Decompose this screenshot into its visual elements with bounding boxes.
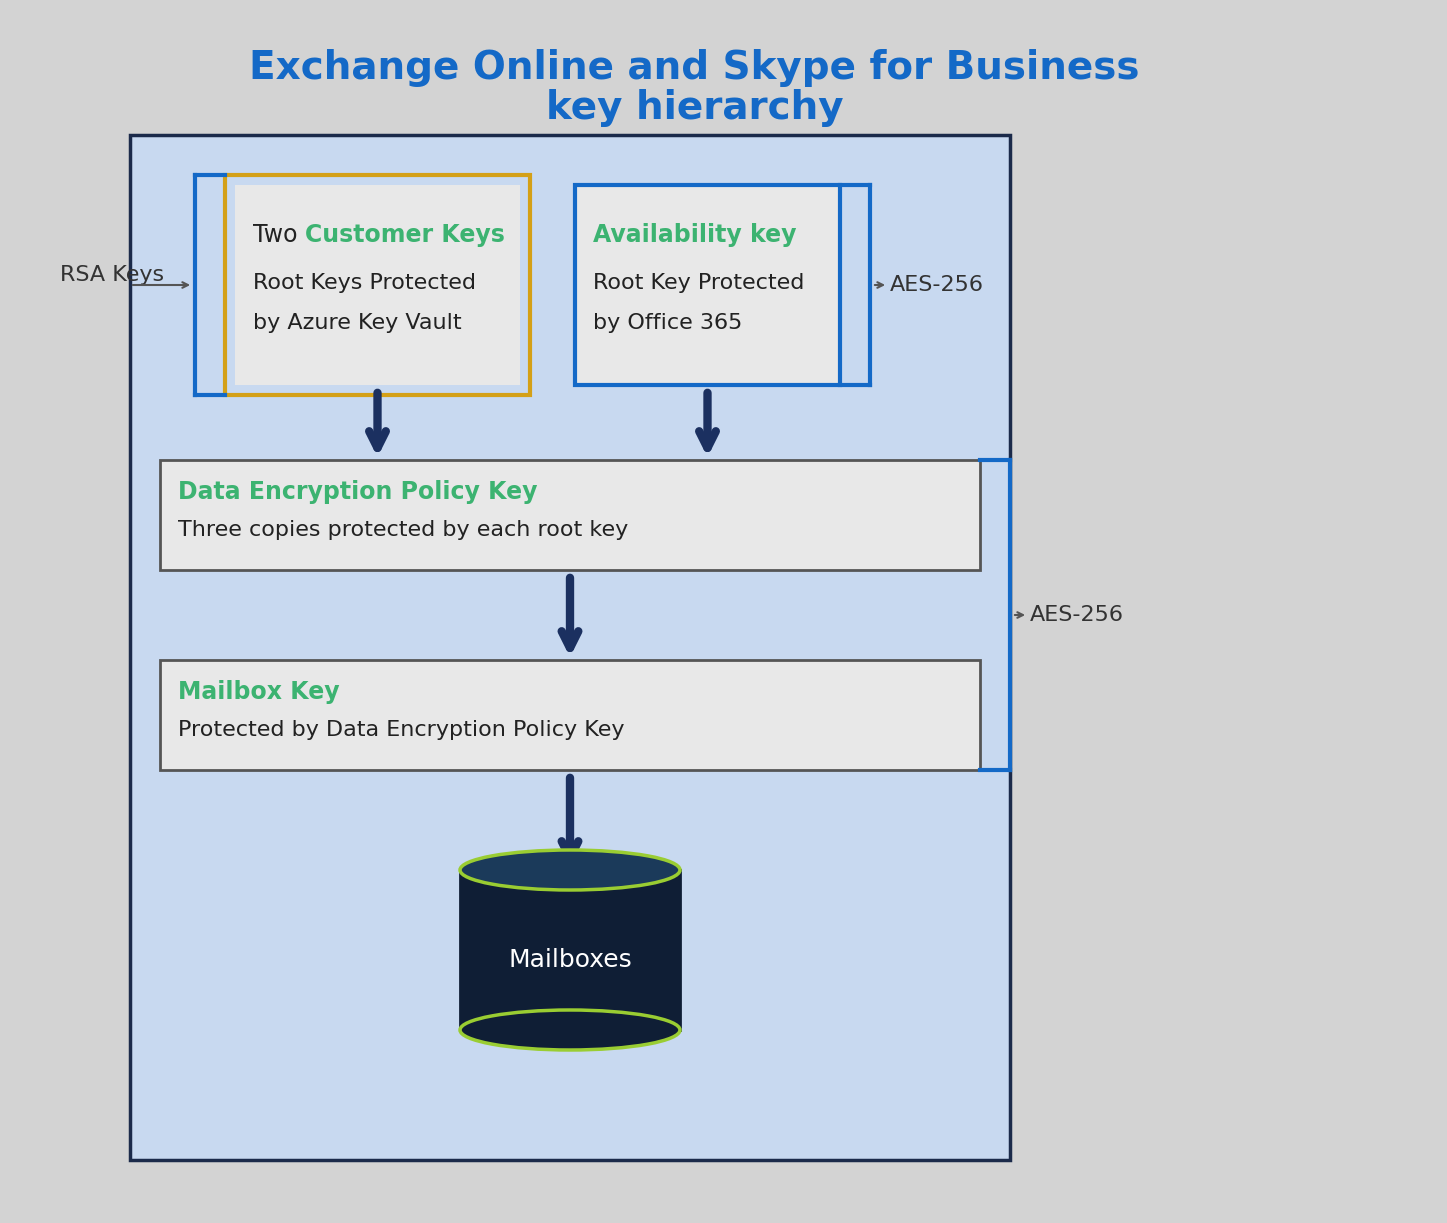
Text: RSA Keys: RSA Keys bbox=[59, 265, 164, 285]
Text: Protected by Data Encryption Policy Key: Protected by Data Encryption Policy Key bbox=[178, 720, 625, 740]
Text: Mailboxes: Mailboxes bbox=[508, 948, 632, 972]
FancyBboxPatch shape bbox=[224, 175, 530, 395]
Text: by Office 365: by Office 365 bbox=[593, 313, 742, 333]
Text: Availability key: Availability key bbox=[593, 223, 796, 247]
Text: Two: Two bbox=[253, 223, 305, 247]
Ellipse shape bbox=[460, 850, 680, 890]
FancyBboxPatch shape bbox=[161, 660, 980, 770]
Text: Exchange Online and Skype for Business: Exchange Online and Skype for Business bbox=[249, 49, 1140, 87]
Ellipse shape bbox=[460, 1010, 680, 1051]
FancyBboxPatch shape bbox=[574, 185, 841, 385]
Text: AES-256: AES-256 bbox=[1030, 605, 1124, 625]
Text: Mailbox Key: Mailbox Key bbox=[178, 680, 340, 704]
Bar bbox=[460, 870, 680, 1030]
Text: AES-256: AES-256 bbox=[890, 275, 984, 295]
Text: Data Encryption Policy Key: Data Encryption Policy Key bbox=[178, 479, 537, 504]
FancyBboxPatch shape bbox=[234, 185, 519, 385]
FancyBboxPatch shape bbox=[130, 135, 1010, 1159]
Text: key hierarchy: key hierarchy bbox=[546, 89, 844, 127]
Text: Root Keys Protected: Root Keys Protected bbox=[253, 273, 476, 294]
Text: by Azure Key Vault: by Azure Key Vault bbox=[253, 313, 462, 333]
Text: Customer Keys: Customer Keys bbox=[305, 223, 505, 247]
Text: Three copies protected by each root key: Three copies protected by each root key bbox=[178, 520, 628, 541]
Text: Root Key Protected: Root Key Protected bbox=[593, 273, 805, 294]
FancyBboxPatch shape bbox=[161, 460, 980, 570]
